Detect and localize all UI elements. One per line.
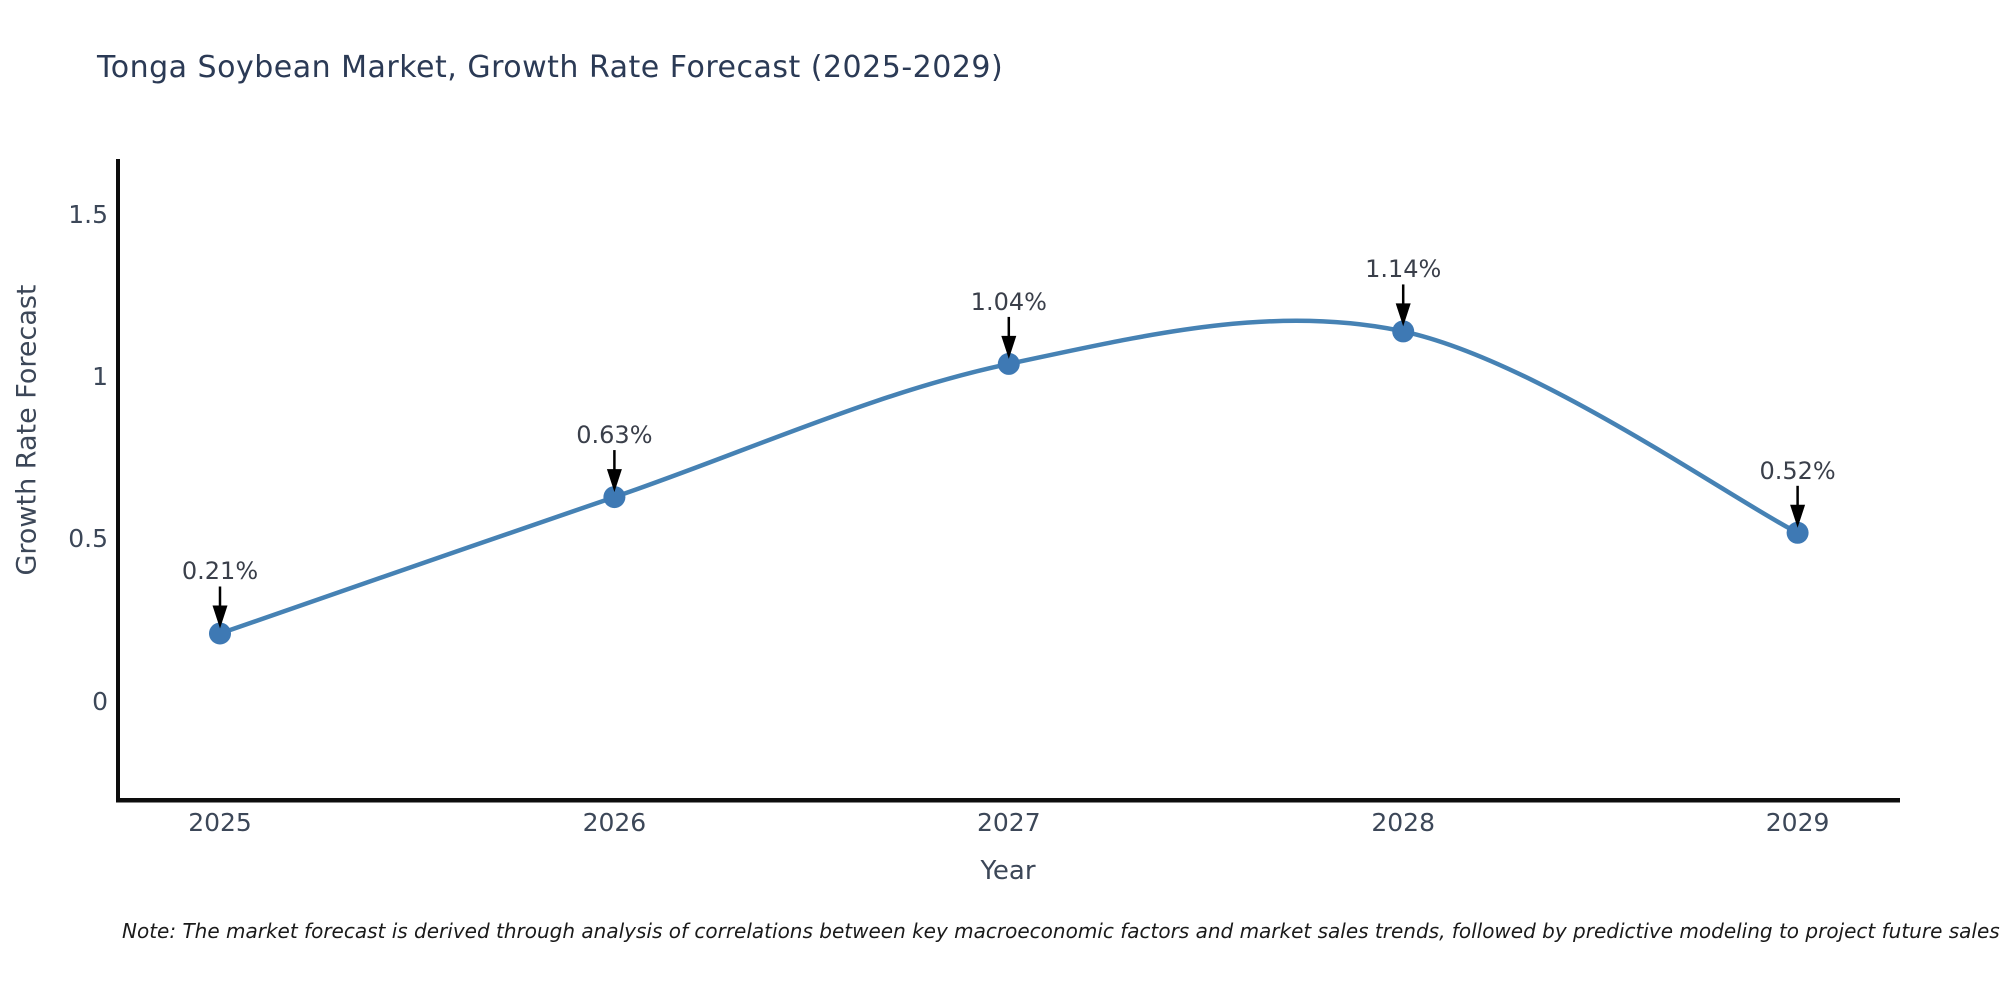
footnote: Note: The market forecast is derived thr… [122, 919, 2000, 943]
x-axis-spine [116, 798, 1900, 803]
data-point-marker [1392, 320, 1415, 343]
annotation-arrowhead [606, 469, 622, 493]
annotation-arrowhead [212, 605, 228, 629]
x-axis-title: Year [980, 856, 1036, 886]
data-point-marker [209, 622, 231, 645]
annotation-arrowhead [1395, 303, 1411, 327]
annotation-arrowhead [1790, 504, 1806, 528]
data-point-marker [997, 352, 1020, 375]
annotation-arrowhead [1001, 335, 1017, 359]
data-point-marker [603, 486, 626, 509]
chart-title: Tonga Soybean Market, Growth Rate Foreca… [97, 50, 1004, 85]
data-point-marker [1786, 521, 1809, 544]
y-axis-spine [116, 159, 120, 802]
